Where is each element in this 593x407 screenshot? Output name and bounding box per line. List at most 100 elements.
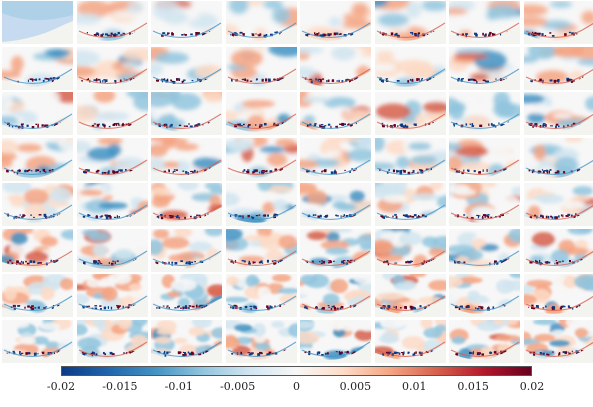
mode-map-tile <box>225 183 297 226</box>
mode-map-tile <box>2 92 73 135</box>
mode-map-tile <box>374 1 446 44</box>
mode-map-tile <box>76 1 148 44</box>
coastline <box>78 204 147 220</box>
mode-map-tile <box>449 183 520 226</box>
mode-map-tile <box>151 274 222 317</box>
mode-map-image <box>225 183 297 226</box>
coastline <box>78 341 147 357</box>
coastline <box>78 250 147 266</box>
mode-map-tile <box>151 137 222 181</box>
coastline <box>376 113 445 129</box>
mode-map-tile <box>2 1 73 44</box>
colorbar-tick-label: 0.005 <box>339 380 372 393</box>
mode-map-image <box>2 274 73 317</box>
mode-map-tile <box>151 1 222 44</box>
coastline <box>525 22 593 38</box>
mode-map-tile <box>374 183 446 226</box>
coastline <box>227 113 296 129</box>
mode-map-tile <box>2 137 73 181</box>
coastline <box>227 68 296 84</box>
mode-map-image <box>76 228 148 272</box>
mode-map-tile <box>2 274 73 317</box>
coastline <box>152 204 222 220</box>
mode-map-image <box>2 46 73 90</box>
mode-map-image <box>523 319 593 363</box>
mode-map-image <box>225 1 297 44</box>
mode-map-tile <box>76 137 148 181</box>
coastline <box>525 295 593 311</box>
coastline <box>525 341 593 357</box>
mode-map-image <box>523 92 593 135</box>
mode-map-tile <box>523 92 593 135</box>
mode-map-image <box>300 137 371 181</box>
mode-map-image <box>300 92 371 135</box>
mode-map-image <box>374 1 446 44</box>
coastline <box>3 341 73 357</box>
coastline <box>376 341 445 357</box>
mode-map-image <box>76 319 148 363</box>
mode-map-tile <box>76 46 148 90</box>
mode-map-tile <box>225 319 297 363</box>
mode-map-image <box>151 92 222 135</box>
mode-map-tile <box>449 1 520 44</box>
mode-map-tile <box>151 92 222 135</box>
mode-map-image <box>151 46 222 90</box>
mode-map-tile <box>374 228 446 272</box>
coastline <box>152 68 222 84</box>
mode-map-tile <box>2 183 73 226</box>
coastline <box>301 68 371 84</box>
mode-map-image <box>300 228 371 272</box>
colorbar-tick-label: 0.015 <box>457 380 489 393</box>
mode-map-tile <box>449 46 520 90</box>
coastline <box>301 113 371 129</box>
mode-map-image <box>225 137 297 181</box>
mode-map-image <box>76 183 148 226</box>
coastline <box>301 250 371 266</box>
mode-map-tile <box>225 137 297 181</box>
coastline <box>376 204 445 220</box>
coastline <box>525 204 593 220</box>
coastline <box>227 159 296 175</box>
mode-map-image <box>523 137 593 181</box>
mode-map-image <box>2 1 73 44</box>
mode-map-image <box>2 92 73 135</box>
coastline <box>450 159 520 175</box>
mode-map-image <box>374 46 446 90</box>
mode-map-tile <box>523 1 593 44</box>
mode-map-image <box>523 228 593 272</box>
mode-map-image <box>523 183 593 226</box>
mode-map-image <box>300 274 371 317</box>
mode-map-tile <box>523 228 593 272</box>
coastline <box>450 113 520 129</box>
coastline <box>301 341 371 357</box>
mode-map-image <box>2 228 73 272</box>
mode-map-image <box>151 319 222 363</box>
mode-map-tile <box>151 183 222 226</box>
mode-map-image <box>449 228 520 272</box>
mode-map-tile <box>523 137 593 181</box>
coastline <box>450 295 520 311</box>
mode-map-image <box>2 137 73 181</box>
colorbar-tick-label: -0.005 <box>220 380 256 393</box>
mode-map-tile <box>300 46 371 90</box>
coastline <box>450 341 520 357</box>
coastline <box>525 68 593 84</box>
coastline <box>376 22 445 38</box>
mode-map-tile <box>76 92 148 135</box>
mode-map-tile <box>523 46 593 90</box>
coastline <box>450 22 520 38</box>
mode-map-image <box>225 228 297 272</box>
mode-map-tile <box>76 228 148 272</box>
coastline <box>227 22 296 38</box>
mode-map-tile <box>449 274 520 317</box>
mode-map-image <box>300 183 371 226</box>
mode-map-tile <box>76 274 148 317</box>
mode-map-image <box>300 1 371 44</box>
coastline <box>301 22 371 38</box>
mode-map-tile <box>225 1 297 44</box>
mode-map-image <box>449 274 520 317</box>
mode-map-image <box>151 274 222 317</box>
mode-map-image <box>374 319 446 363</box>
coastline <box>450 204 520 220</box>
mode-map-tile <box>523 183 593 226</box>
